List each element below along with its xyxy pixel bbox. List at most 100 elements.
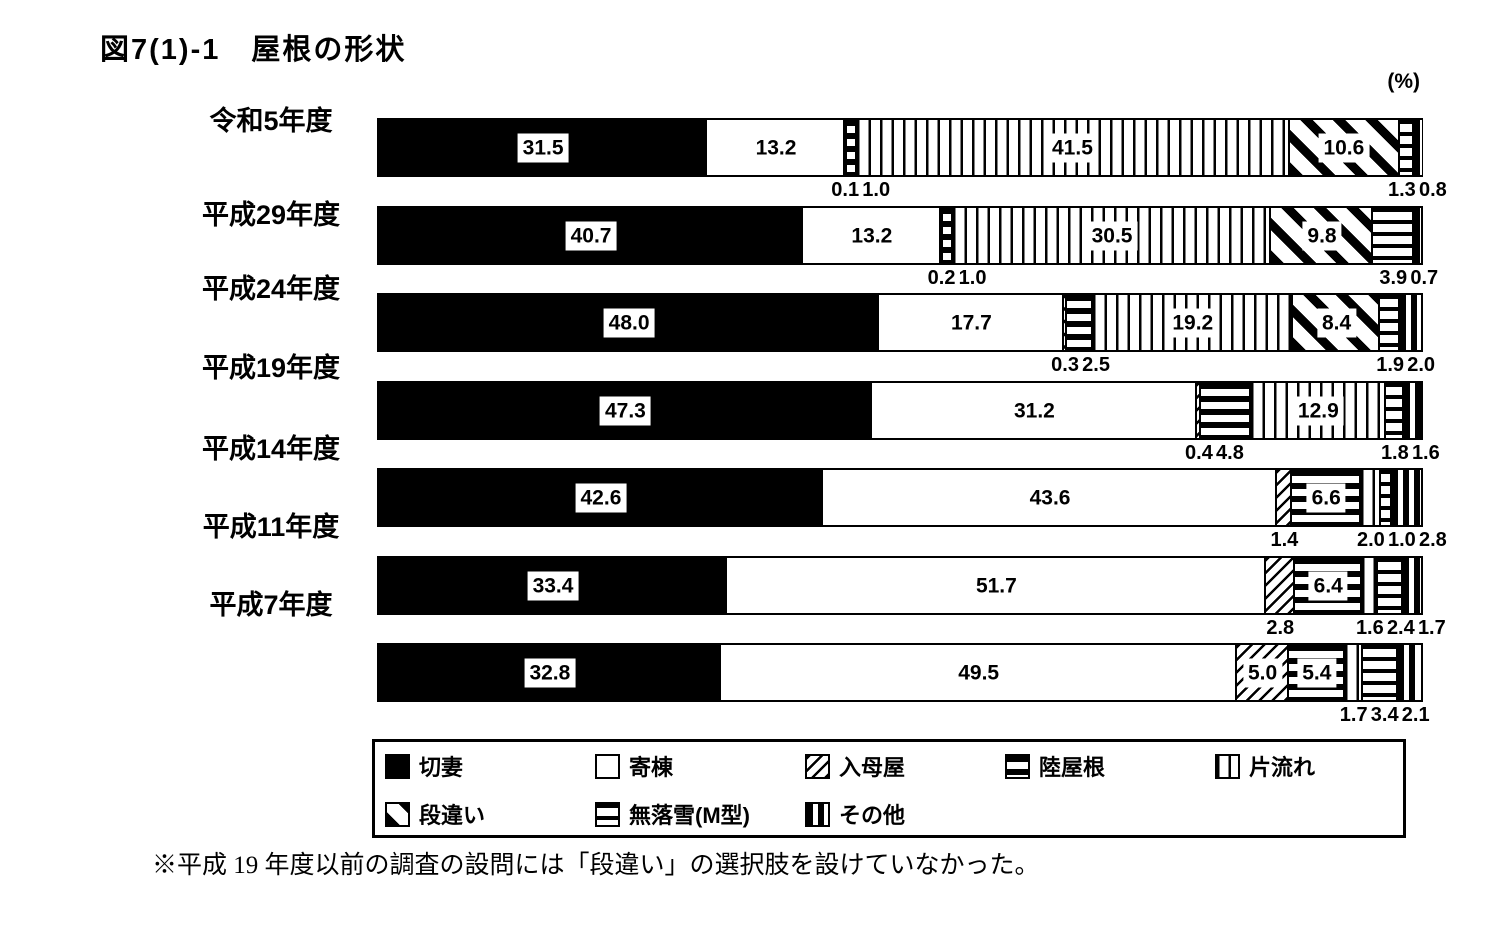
segment-value-label-below: 2.0 — [1407, 354, 1436, 376]
bar-segment — [846, 120, 858, 175]
segment-value-label: 10.6 — [1318, 133, 1370, 162]
bar-segment — [1360, 470, 1382, 525]
segment-value-label-below: 2.8 — [1266, 617, 1295, 639]
legend-label: 陸屋根 — [1039, 755, 1106, 780]
stacked-bar — [377, 206, 1423, 265]
segment-value-label-below: 2.1 — [1401, 704, 1430, 726]
segment-value-label-below: 2.8 — [1418, 529, 1447, 551]
segment-value-label-below: 1.0 — [958, 267, 987, 289]
legend-item: 切妻 — [385, 751, 463, 781]
stacked-bar — [377, 118, 1423, 177]
segment-value-label-below: 1.3 — [1388, 179, 1416, 201]
footnote: ※平成 19 年度以前の調査の設問には「段違い」の選択肢を設けていなかった。 — [152, 852, 1040, 879]
legend-swatch-diagonal-stripes-bold — [385, 801, 410, 827]
stacked-bar — [377, 556, 1423, 615]
segment-value-label-below: 2.4 — [1386, 617, 1415, 639]
bar-segment — [1391, 470, 1421, 525]
legend-item: 入母屋 — [805, 751, 905, 781]
segment-value-label: 33.4 — [527, 571, 579, 600]
segment-value-label: 17.7 — [945, 308, 997, 337]
bar-segment — [942, 208, 954, 263]
category-label: 平成11年度 — [202, 512, 340, 542]
segment-value-label-below: 3.9 — [1379, 267, 1408, 289]
bar-segment — [1385, 383, 1405, 438]
bar-segment — [1378, 558, 1404, 613]
bar-segment — [1403, 558, 1421, 613]
legend-swatch-horizontal-stripes-thick — [1005, 753, 1030, 779]
bar-segment — [1063, 295, 1067, 350]
segment-value-label: 9.8 — [1302, 221, 1342, 250]
segment-value-label: 12.9 — [1292, 396, 1344, 425]
legend: 切妻 寄棟 入母屋 陸屋根 片流れ段違い 無落雪(M型) その他 — [372, 739, 1406, 838]
segment-value-label-below: 2.5 — [1082, 354, 1110, 376]
segment-value-label: 47.3 — [599, 396, 651, 425]
segment-value-label-below: 0.2 — [927, 267, 956, 289]
segment-value-label: 43.6 — [1024, 483, 1076, 512]
legend-item: 片流れ — [1215, 751, 1315, 781]
legend-swatch-diagonal-hatch-fine — [805, 753, 830, 779]
category-label: 平成24年度 — [201, 274, 341, 304]
legend-item: 陸屋根 — [1005, 751, 1105, 781]
segment-value-label-below: 1.0 — [1387, 529, 1416, 551]
legend-label: その他 — [839, 803, 906, 828]
bar-segment — [1413, 120, 1422, 175]
legend-swatch-plain-white — [595, 753, 620, 779]
segment-value-label-below: 1.6 — [1355, 617, 1384, 639]
bar-segment — [1066, 295, 1093, 350]
bar-segment — [1398, 645, 1420, 700]
segment-value-label: 19.2 — [1167, 308, 1219, 337]
segment-value-label-below: 1.0 — [862, 179, 891, 201]
bar-segment — [1413, 208, 1421, 263]
legend-label: 段違い — [419, 803, 486, 828]
segment-value-label: 31.5 — [517, 133, 569, 162]
legend-label: 切妻 — [419, 755, 464, 780]
segment-value-label: 5.0 — [1243, 658, 1283, 687]
bar-segment — [1344, 645, 1363, 700]
segment-value-label: 49.5 — [953, 658, 1005, 687]
segment-value-label: 13.2 — [846, 221, 898, 250]
segment-value-label-below: 0.4 — [1185, 442, 1213, 464]
bar-segment — [844, 120, 847, 175]
category-label: 令和5年度 — [209, 106, 333, 136]
segment-value-label-below: 3.4 — [1370, 704, 1399, 726]
bar-segment — [1381, 470, 1392, 525]
segment-value-label-below: 0.8 — [1419, 179, 1447, 201]
segment-value-label: 6.4 — [1308, 571, 1348, 600]
segment-value-label: 30.5 — [1086, 221, 1138, 250]
legend-label: 無落雪(M型) — [629, 803, 750, 828]
legend-swatch-horizontal-lines-thin — [595, 801, 620, 827]
percent-unit-label: (%) — [1387, 70, 1420, 93]
segment-value-label-below: 1.9 — [1376, 354, 1405, 376]
legend-item: 無落雪(M型) — [595, 799, 750, 829]
bar-segment — [1277, 470, 1292, 525]
segment-value-label: 41.5 — [1047, 133, 1098, 162]
legend-item: 段違い — [385, 799, 485, 829]
figure-title: 図7(1)-1 屋根の形状 — [100, 34, 407, 66]
legend-label: 片流れ — [1249, 755, 1316, 780]
legend-item: 寄棟 — [595, 751, 673, 781]
bar-segment — [1201, 383, 1252, 438]
segment-value-label-below: 2.0 — [1356, 529, 1385, 551]
bar-segment — [1404, 383, 1421, 438]
category-label: 平成14年度 — [201, 434, 341, 464]
segment-value-label-below: 1.6 — [1411, 442, 1440, 464]
segment-value-label-below: 0.1 — [831, 179, 860, 201]
segment-value-label-below: 0.7 — [1410, 267, 1439, 289]
segment-value-label: 13.2 — [750, 133, 802, 162]
legend-swatch-vertical-stripes-bold — [805, 801, 830, 827]
segment-value-label: 5.4 — [1297, 658, 1337, 687]
category-label: 平成7年度 — [209, 590, 333, 620]
segment-value-label-below: 0.3 — [1051, 354, 1079, 376]
bar-segment — [379, 645, 721, 700]
category-label: 平成29年度 — [201, 200, 341, 230]
bar-segment — [1400, 295, 1421, 350]
stacked-bar — [377, 293, 1423, 352]
segment-value-label: 32.8 — [524, 658, 576, 687]
legend-label: 入母屋 — [839, 755, 906, 780]
legend-swatch-solid-black — [385, 753, 410, 779]
legend-swatch-vertical-lines-thin — [1215, 753, 1240, 779]
bar-segment — [1265, 558, 1295, 613]
bar-segment — [1400, 120, 1414, 175]
stacked-bar — [377, 381, 1423, 440]
stacked-bar — [377, 468, 1423, 527]
